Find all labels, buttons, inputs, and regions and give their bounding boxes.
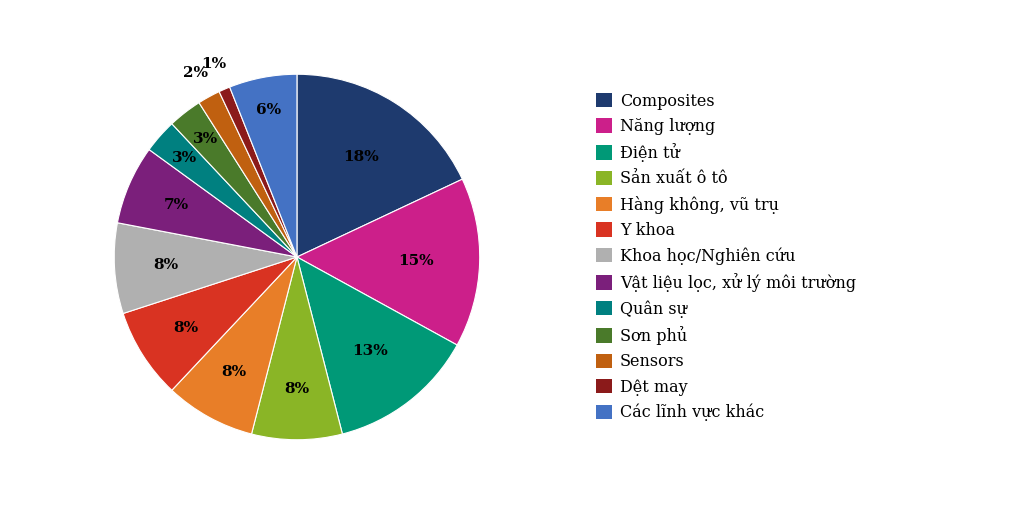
Wedge shape <box>219 87 297 257</box>
Wedge shape <box>150 124 297 257</box>
Text: 8%: 8% <box>173 321 199 335</box>
Wedge shape <box>297 179 479 345</box>
Text: 18%: 18% <box>343 150 379 163</box>
Text: 3%: 3% <box>172 151 197 165</box>
Text: 1%: 1% <box>201 57 226 71</box>
Wedge shape <box>172 103 297 257</box>
Text: 8%: 8% <box>221 365 246 379</box>
Wedge shape <box>252 257 342 440</box>
Text: 3%: 3% <box>193 132 218 145</box>
Wedge shape <box>172 257 297 434</box>
Wedge shape <box>118 150 297 257</box>
Text: 6%: 6% <box>256 103 282 117</box>
Text: 8%: 8% <box>285 381 309 396</box>
Wedge shape <box>297 257 457 434</box>
Legend: Composites, Năng lượng, Điện tử, Sản xuất ô tô, Hàng không, vũ trụ, Y khoa, Khoa: Composites, Năng lượng, Điện tử, Sản xuấ… <box>591 88 861 426</box>
Wedge shape <box>297 74 462 257</box>
Text: 2%: 2% <box>183 66 208 80</box>
Wedge shape <box>199 91 297 257</box>
Text: 8%: 8% <box>153 258 178 272</box>
Wedge shape <box>115 223 297 314</box>
Wedge shape <box>229 74 297 257</box>
Text: 7%: 7% <box>164 198 188 212</box>
Text: 15%: 15% <box>398 254 433 268</box>
Wedge shape <box>123 257 297 390</box>
Text: 13%: 13% <box>352 344 388 358</box>
